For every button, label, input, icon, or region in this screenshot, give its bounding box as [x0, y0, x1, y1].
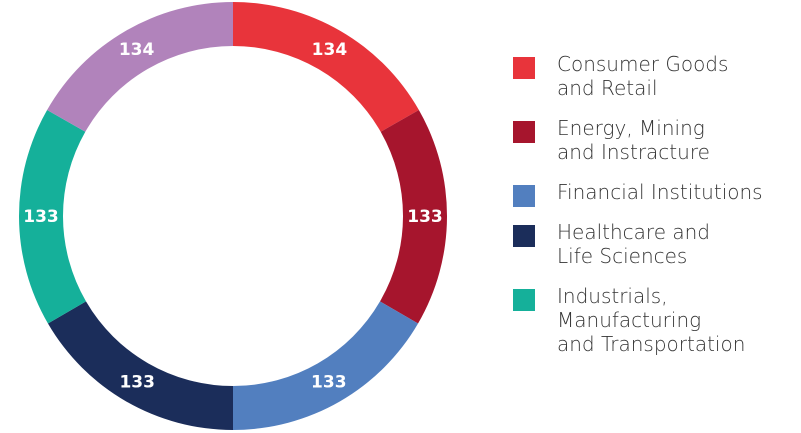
- segment-label: 133: [407, 207, 443, 227]
- segment-label: 133: [311, 372, 347, 392]
- donut-segment: [380, 109, 447, 324]
- legend-swatch: [513, 185, 535, 207]
- legend-label: Healthcare and Life Sciences: [557, 220, 710, 268]
- legend-item: Healthcare and Life Sciences: [513, 220, 801, 268]
- legend-item: Consumer Goods and Retail: [513, 52, 801, 100]
- legend-label: Financial Institutions: [557, 180, 763, 204]
- donut-segment: [47, 2, 233, 132]
- legend-swatch: [513, 121, 535, 143]
- segment-label: 134: [119, 40, 155, 60]
- legend: Consumer Goods and Retail Energy, Mining …: [513, 52, 801, 372]
- donut-segment: [233, 301, 419, 430]
- legend-swatch: [513, 225, 535, 247]
- chart: 134 133 133 133 133 134: [18, 2, 447, 430]
- legend-label: Energy, Mining and Instracture: [557, 116, 710, 164]
- donut-segment: [18, 109, 86, 324]
- segment-label: 133: [23, 207, 59, 227]
- legend-item: Financial Institutions: [513, 180, 801, 207]
- segment-label: 134: [312, 40, 348, 60]
- legend-swatch: [513, 57, 535, 79]
- legend-swatch: [513, 289, 535, 311]
- legend-item: Energy, Mining and Instracture: [513, 116, 801, 164]
- legend-label: Industrials, Manufacturing and Transport…: [557, 284, 746, 356]
- segment-label: 133: [119, 372, 155, 392]
- donut-segment: [47, 301, 233, 430]
- legend-item: Industrials, Manufacturing and Transport…: [513, 284, 801, 356]
- legend-label: Consumer Goods and Retail: [557, 52, 729, 100]
- donut-segment: [233, 2, 419, 132]
